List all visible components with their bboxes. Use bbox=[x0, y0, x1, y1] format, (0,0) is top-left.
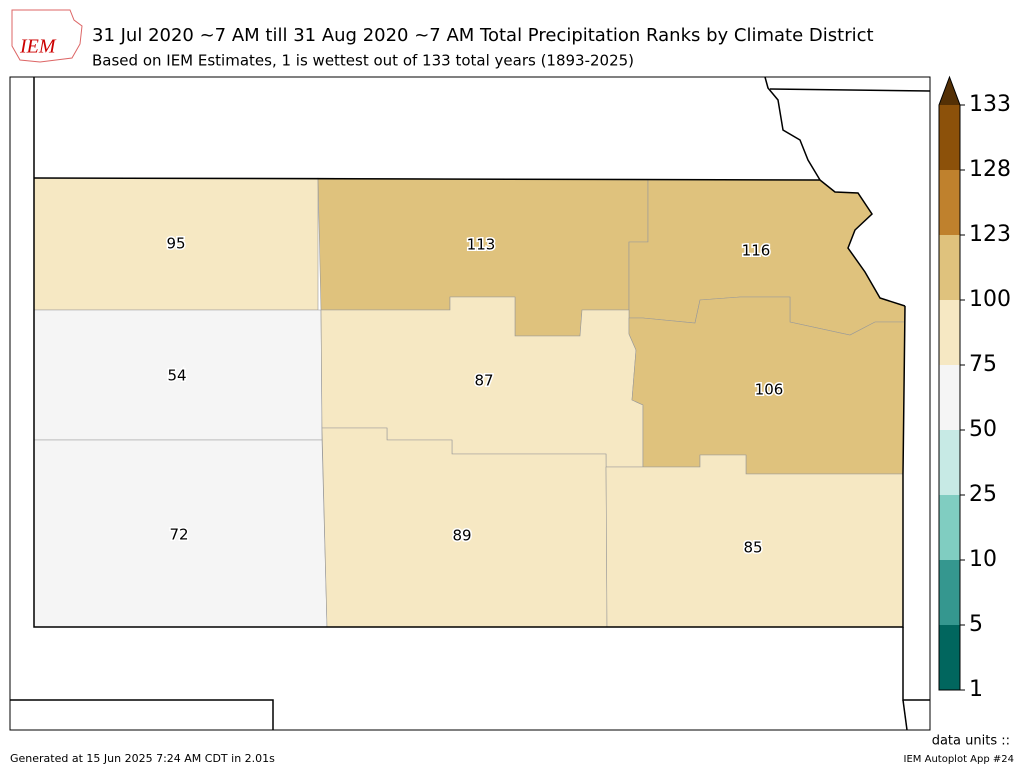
districts bbox=[33, 177, 906, 628]
colorbar-bin bbox=[939, 430, 960, 495]
colorbar-outline bbox=[938, 75, 961, 691]
logo: IEM bbox=[11, 9, 83, 63]
generated-note: Generated at 15 Jun 2025 7:24 AM CDT in … bbox=[10, 752, 275, 765]
colorbar-tick-label: 128 bbox=[969, 157, 1011, 182]
logo-shape bbox=[11, 9, 83, 63]
title: 31 Jul 2020 ~7 AM till 31 Aug 2020 ~7 AM… bbox=[92, 25, 874, 46]
district-label: 89 bbox=[452, 527, 471, 545]
colorbar-tick-label: 50 bbox=[969, 417, 997, 442]
district-label: 54 bbox=[167, 367, 186, 385]
units-label: data units :: bbox=[932, 734, 1010, 749]
district-labels: 95 113 116 54 87 106 72 89 85 bbox=[165, 233, 785, 558]
district-label: 85 bbox=[743, 539, 762, 557]
colorbar-tick-label: 75 bbox=[969, 352, 997, 377]
district-label: 116 bbox=[742, 242, 771, 260]
colorbar-bin bbox=[939, 365, 960, 430]
border bbox=[33, 177, 906, 307]
logo-text: IEM bbox=[19, 36, 57, 58]
colorbar-bin bbox=[939, 235, 960, 300]
colorbar-tick-label: 100 bbox=[969, 287, 1011, 312]
colorbar-tick-label: 5 bbox=[969, 612, 983, 637]
district-label: 113 bbox=[467, 236, 496, 254]
colorbar-bin bbox=[939, 300, 960, 365]
district-label: 95 bbox=[166, 235, 185, 253]
colorbar-tick-label: 1 bbox=[969, 677, 983, 702]
colorbar-tick-label: 123 bbox=[969, 222, 1011, 247]
subtitle: Based on IEM Estimates, 1 is wettest out… bbox=[92, 52, 634, 70]
border bbox=[769, 88, 931, 92]
district-label: 87 bbox=[474, 372, 493, 390]
colorbar-bin bbox=[939, 560, 960, 625]
colorbar-tick-label: 133 bbox=[969, 92, 1011, 117]
colorbar-tick-label: 10 bbox=[969, 547, 997, 572]
app-note: IEM Autoplot App #24 bbox=[904, 754, 1014, 765]
colorbar-over bbox=[939, 77, 960, 105]
district-label: 72 bbox=[169, 526, 188, 544]
border bbox=[10, 699, 274, 730]
colorbar-bin bbox=[939, 105, 960, 170]
colorbar-bin bbox=[939, 170, 960, 235]
district-label: 106 bbox=[755, 381, 784, 399]
colorbar: 1 5 10 25 50 75 100 123 128 133 bbox=[938, 75, 1011, 702]
colorbar-bin bbox=[939, 495, 960, 560]
colorbar-bin bbox=[939, 625, 960, 690]
border bbox=[764, 76, 821, 181]
colorbar-tick-label: 25 bbox=[969, 482, 997, 507]
border bbox=[902, 699, 908, 731]
state-borders bbox=[10, 76, 931, 731]
